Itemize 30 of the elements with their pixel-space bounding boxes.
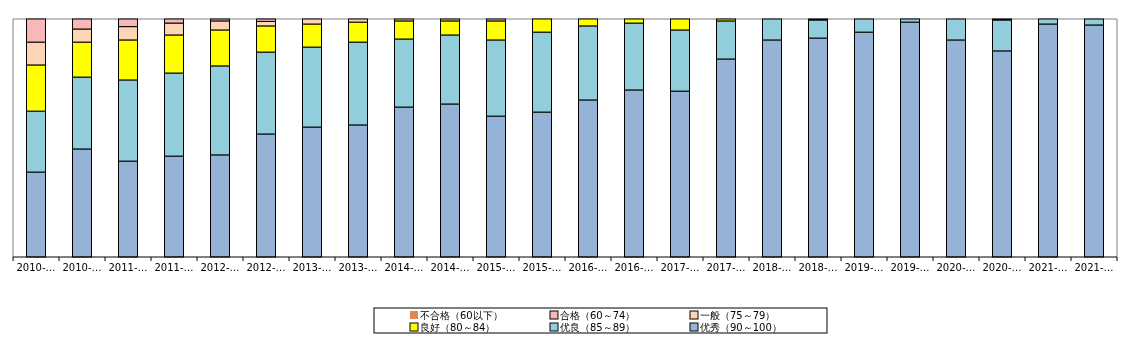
legend-label: 合格（60～74） [560,310,636,321]
legend-label: 优良（85～89） [560,322,636,333]
x-tick-label: 2019-… [844,262,884,273]
x-tick-label: 2013-… [292,262,332,273]
x-tick-label: 2013-… [338,262,378,273]
x-tick-label: 2021-… [1074,262,1114,273]
x-tick-label: 2017-… [660,262,700,273]
x-tick-label: 2020-… [982,262,1022,273]
x-tick-label: 2012-… [246,262,286,273]
legend-label: 优秀（90～100） [700,322,782,333]
x-tick-label: 2011-… [154,262,194,273]
x-tick-label: 2016-… [614,262,654,273]
x-tick-label: 2015-… [522,262,562,273]
x-tick-label: 2019-… [890,262,930,273]
x-tick-label: 2016-… [568,262,608,273]
x-tick-label: 2014-… [430,262,470,273]
legend-label: 不合格（60以下） [420,310,503,321]
x-tick-label: 2018-… [752,262,792,273]
x-tick-label: 2010-… [62,262,102,273]
x-tick-label: 2018-… [798,262,838,273]
x-tick-label: 2014-… [384,262,424,273]
x-tick-label: 2021-… [1028,262,1068,273]
legend-label: 一般（75～79） [700,310,776,321]
x-tick-label: 2015-… [476,262,516,273]
x-tick-label: 2017-… [706,262,746,273]
legend-label: 良好（80～84） [420,322,496,333]
x-tick-label: 2010-… [16,262,56,273]
x-tick-label: 2011-… [108,262,148,273]
x-tick-label: 2012-… [200,262,240,273]
x-tick-label: 2020-… [936,262,976,273]
